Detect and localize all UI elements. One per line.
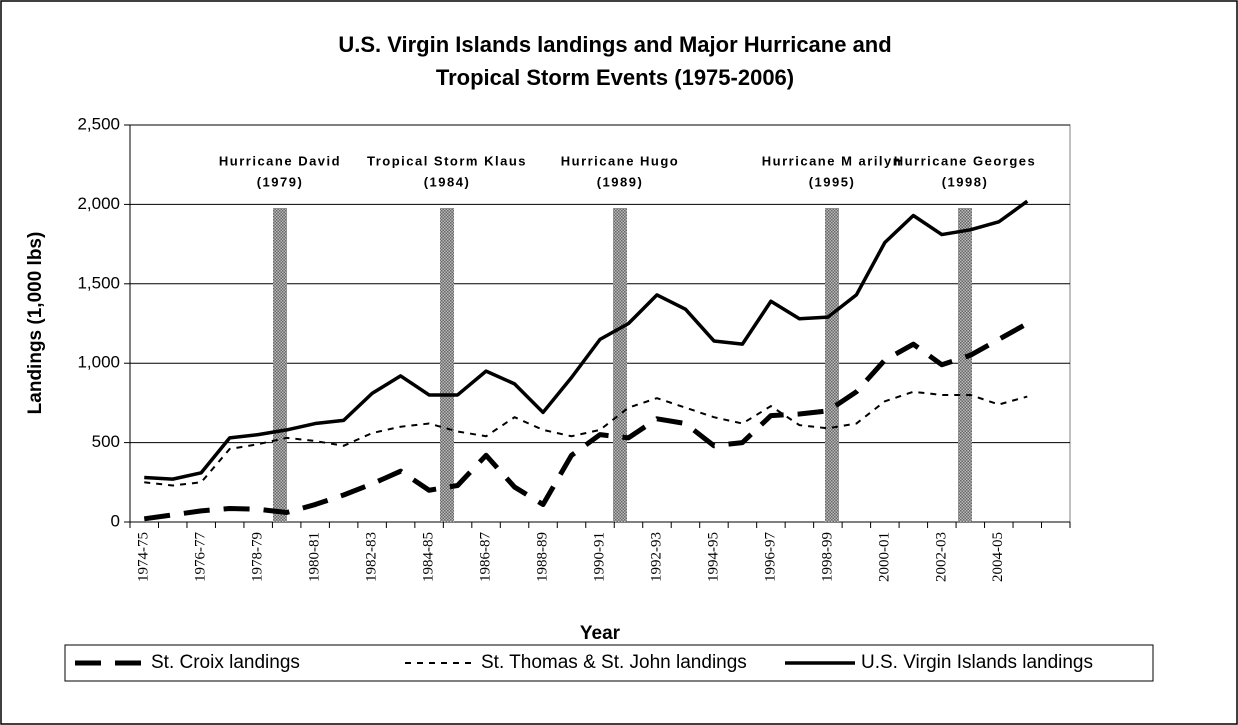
y-tick-label: 2,000 xyxy=(77,194,120,213)
legend-label: U.S. Virgin Islands landings xyxy=(861,652,1093,673)
x-tick-label: 1992-93 xyxy=(648,532,664,582)
x-tick-label: 1974-75 xyxy=(136,532,152,582)
annotation: (1979) xyxy=(257,174,304,189)
series-line xyxy=(144,199,1029,481)
event-bar xyxy=(825,208,839,522)
x-tick-label: 1990-91 xyxy=(591,532,607,582)
annotation: (1989) xyxy=(597,174,644,189)
y-tick-label: 2,500 xyxy=(77,114,120,133)
x-tick-label: 2002-03 xyxy=(933,532,949,582)
x-tick-label: 2000-01 xyxy=(876,532,892,582)
x-tick-label: 1978-79 xyxy=(250,532,266,582)
y-tick-label: 1,000 xyxy=(77,353,120,372)
y-tick-label: 500 xyxy=(92,432,120,451)
x-axis-label: Year xyxy=(580,623,621,644)
y-tick-label: 0 xyxy=(111,511,120,530)
annotation: Hurricane David xyxy=(219,153,341,168)
x-tick-label: 1998-99 xyxy=(819,532,835,582)
x-tick-label: 1996-97 xyxy=(762,532,778,582)
annotation: Hurricane Hugo xyxy=(561,153,680,168)
legend-label: St. Croix landings xyxy=(151,652,300,673)
annotation: (1984) xyxy=(424,174,471,189)
annotation: Hurricane Georges xyxy=(894,153,1037,168)
x-tick-label: 1986-87 xyxy=(477,532,493,582)
event-bar xyxy=(273,208,287,522)
legend-label: St. Thomas & St. John landings xyxy=(481,652,747,673)
x-tick-label: 1994-95 xyxy=(705,532,721,582)
x-tick-label: 1984-85 xyxy=(421,532,437,582)
legend xyxy=(64,644,1154,682)
x-tick-label: 2004-05 xyxy=(990,532,1006,582)
x-tick-label: 1988-89 xyxy=(534,532,550,582)
series-line xyxy=(144,390,1028,487)
annotation: Hurricane M arilyn xyxy=(762,153,902,168)
y-axis-label: Landings (1,000 lbs) xyxy=(25,232,46,415)
chart-title: Tropical Storm Events (1975-2006) xyxy=(436,65,794,90)
x-tick-label: 1982-83 xyxy=(364,532,380,582)
event-bar xyxy=(440,208,454,522)
series-line xyxy=(143,321,1029,522)
annotation: Tropical Storm Klaus xyxy=(367,153,527,168)
event-bar xyxy=(613,208,627,522)
y-tick-label: 1,500 xyxy=(77,273,120,292)
x-tick-label: 1980-81 xyxy=(307,532,323,582)
chart-title: U.S. Virgin Islands landings and Major H… xyxy=(338,32,891,57)
event-bar xyxy=(958,208,972,522)
annotation: (1995) xyxy=(809,174,856,189)
annotation: (1998) xyxy=(942,174,989,189)
x-tick-label: 1976-77 xyxy=(193,532,209,582)
